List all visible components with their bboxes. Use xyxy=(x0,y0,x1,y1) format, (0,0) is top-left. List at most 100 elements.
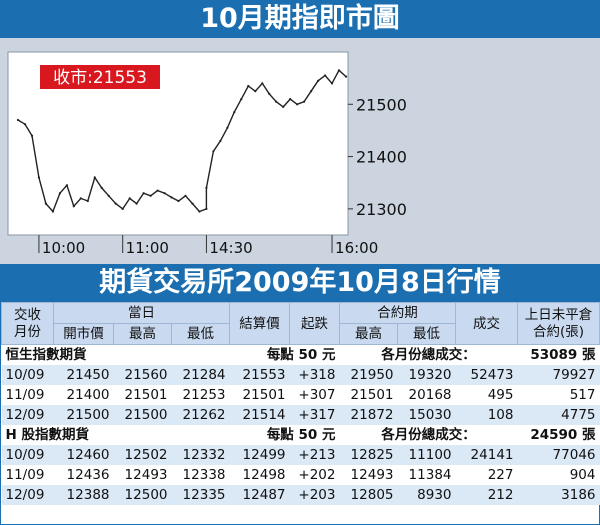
price-point xyxy=(58,192,62,195)
price-point xyxy=(100,186,103,189)
price-point xyxy=(156,189,159,192)
price-point xyxy=(184,194,187,197)
price-point xyxy=(219,139,222,142)
cell-open: 21450 xyxy=(53,365,114,385)
cell-volume: 495 xyxy=(455,385,518,405)
table-row: 11/09 12436 12493 12338 12498 +202 12493 11384 2… xyxy=(1,465,600,485)
cell-high: 21501 xyxy=(113,385,172,405)
header-month-a: 交收 xyxy=(14,306,41,323)
price-point xyxy=(135,202,138,205)
y-tick-label: 21300 xyxy=(356,200,407,219)
price-point xyxy=(344,75,348,78)
cell-life-high: 12805 xyxy=(339,485,398,505)
cell-volume: 227 xyxy=(455,465,518,485)
header-oi-a: 上日未平倉 xyxy=(524,306,593,323)
cell-oi: 4775 xyxy=(517,405,600,425)
group-total-label: 各月份總成交： xyxy=(339,344,518,365)
header-oi-b: 合約(張) xyxy=(532,323,585,340)
cell-life-high: 21872 xyxy=(339,405,398,425)
cell-life-low: 11100 xyxy=(397,445,456,465)
cell-oi: 3186 xyxy=(517,485,600,505)
price-point xyxy=(198,210,201,213)
price-point xyxy=(233,111,236,114)
price-point xyxy=(282,105,285,108)
price-point xyxy=(310,90,313,93)
cell-low: 12332 xyxy=(171,445,230,465)
price-point xyxy=(86,199,89,203)
group-total-label: 各月份總成交： xyxy=(339,425,518,445)
cell-oi: 77046 xyxy=(517,445,600,465)
cell-settle: 21501 xyxy=(229,385,290,405)
cell-settle: 12487 xyxy=(229,485,290,505)
cell-life-low: 11384 xyxy=(397,465,456,485)
cell-month: 10/09 xyxy=(1,445,54,465)
cell-change: +318 xyxy=(289,365,340,385)
group-per-point: 每點 50 元 xyxy=(171,344,340,365)
quote-table-wrap: 交收 月份 當日 結算價 起跌 合約期 成交 上日未平倉 合約(張) 開市價 最… xyxy=(0,302,600,525)
cell-change: +203 xyxy=(289,485,340,505)
group-name: 恒生指數期貨 xyxy=(1,344,172,365)
group-row: H 股指數期貨 每點 50 元各月份總成交： 24590 張 xyxy=(1,425,600,445)
cell-volume: 52473 xyxy=(455,365,518,385)
header-life-high: 最高 xyxy=(339,323,398,345)
price-point xyxy=(324,74,327,77)
price-point xyxy=(149,194,152,197)
price-point xyxy=(275,100,278,103)
group-total: 53089 張 xyxy=(517,344,600,365)
x-tick-label: 14:30 xyxy=(209,239,252,257)
price-point xyxy=(79,197,82,200)
header-today: 當日 xyxy=(53,302,230,324)
header-oi: 上日未平倉 合約(張) xyxy=(517,302,600,345)
cell-volume: 24141 xyxy=(455,445,518,465)
cell-high: 12502 xyxy=(113,445,172,465)
chart-panel: 21300 21400 21500 10:00 11:00 14:30 16:00 收市:… xyxy=(0,38,600,264)
cell-life-high: 12825 xyxy=(339,445,398,465)
cell-volume: 212 xyxy=(455,485,518,505)
price-series xyxy=(16,69,348,213)
header-settle: 結算價 xyxy=(229,302,290,345)
price-point xyxy=(170,196,173,199)
quote-table: 交收 月份 當日 結算價 起跌 合約期 成交 上日未平倉 合約(張) 開市價 最… xyxy=(1,302,600,505)
cell-high: 12493 xyxy=(113,465,172,485)
header-volume: 成交 xyxy=(455,302,518,345)
cell-low: 12335 xyxy=(171,485,230,505)
price-point xyxy=(16,118,20,122)
intraday-chart: 21300 21400 21500 10:00 11:00 14:30 16:00 收市:… xyxy=(7,51,407,257)
price-point xyxy=(226,126,229,129)
cell-oi: 904 xyxy=(517,465,600,485)
cell-settle: 21553 xyxy=(229,365,290,385)
header-open: 開市價 xyxy=(53,323,114,345)
cell-life-high: 12493 xyxy=(339,465,398,485)
x-tick-label: 11:00 xyxy=(126,239,169,257)
y-tick-label: 21500 xyxy=(356,95,407,114)
cell-life-low: 20168 xyxy=(397,385,456,405)
price-point xyxy=(72,205,75,208)
cell-volume: 108 xyxy=(455,405,518,425)
cell-settle: 21514 xyxy=(229,405,290,425)
cell-high: 21560 xyxy=(113,365,172,385)
cell-open: 12388 xyxy=(53,485,114,505)
price-point xyxy=(254,90,257,93)
group-name: H 股指數期貨 xyxy=(1,425,172,445)
price-point xyxy=(330,82,334,85)
group-row: 恒生指數期貨 每點 50 元各月份總成交： 53089 張 xyxy=(1,344,600,365)
price-point xyxy=(51,210,55,213)
price-point xyxy=(303,100,306,103)
cell-low: 21284 xyxy=(171,365,230,385)
cell-change: +307 xyxy=(289,385,340,405)
cell-life-low: 19320 xyxy=(397,365,456,385)
table-row: 11/09 21400 21501 21253 21501 +307 21501 20168 4… xyxy=(1,385,600,405)
cell-open: 21500 xyxy=(53,405,114,425)
group-total: 24590 張 xyxy=(517,425,600,445)
cell-low: 12338 xyxy=(171,465,230,485)
price-point xyxy=(296,103,299,106)
cell-month: 12/09 xyxy=(1,485,54,505)
price-point xyxy=(191,202,194,205)
group-per-point: 每點 50 元 xyxy=(171,425,340,445)
cell-month: 10/09 xyxy=(1,365,54,385)
header-month: 交收 月份 xyxy=(1,302,54,345)
header-life-low: 最低 xyxy=(397,323,456,345)
cell-change: +213 xyxy=(289,445,340,465)
price-point xyxy=(177,199,180,203)
